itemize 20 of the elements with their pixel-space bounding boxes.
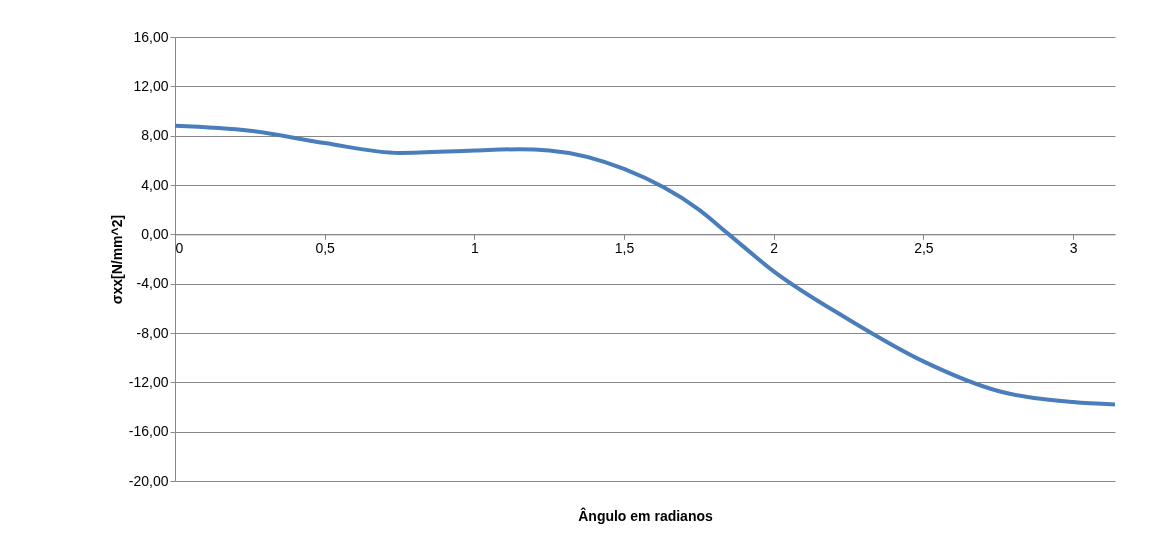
- line-series: [173, 123, 1117, 407]
- x-axis-title: Ângulo em radianos: [578, 506, 713, 524]
- y-axis-title: σxx[N/mm^2]: [108, 214, 125, 305]
- y-tick-label: -16,00: [128, 423, 169, 440]
- y-tick-label: -4,00: [136, 275, 169, 292]
- y-tick-label: -20,00: [128, 472, 169, 489]
- x-tick-label: 0: [175, 239, 184, 256]
- y-tick-label: 0,00: [141, 225, 169, 242]
- x-tick-label: 0,5: [315, 239, 336, 256]
- y-tick-label: 8,00: [141, 127, 169, 144]
- x-tick-label: 1,5: [614, 239, 635, 256]
- x-tick-label: 2,5: [914, 239, 934, 256]
- y-tick-label: 16,00: [133, 28, 169, 45]
- y-tick-label: -12,00: [128, 373, 169, 390]
- y-tick-label: 4,00: [141, 176, 169, 193]
- x-tick-label: 1: [470, 239, 479, 256]
- x-tick-label: 2: [770, 239, 779, 256]
- x-tick-label: 3: [1069, 239, 1078, 256]
- y-tick-label: 12,00: [133, 77, 169, 94]
- y-tick-label: -8,00: [136, 324, 169, 341]
